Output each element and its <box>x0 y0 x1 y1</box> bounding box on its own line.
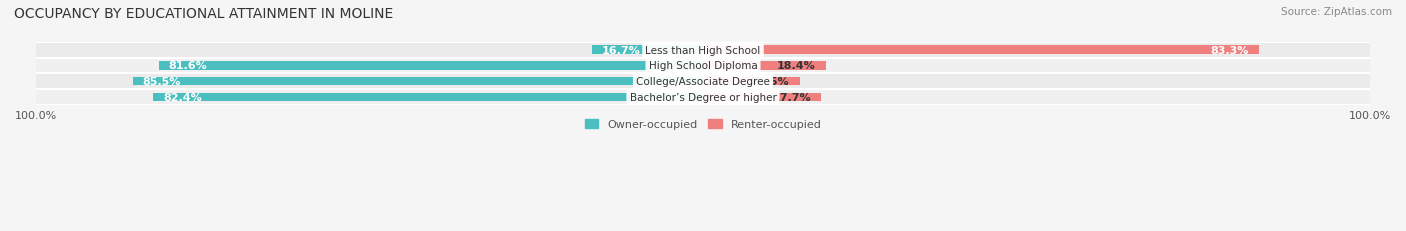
Text: Less than High School: Less than High School <box>645 46 761 55</box>
Text: 17.7%: 17.7% <box>772 92 811 102</box>
Text: 85.5%: 85.5% <box>143 77 181 87</box>
Text: 82.4%: 82.4% <box>163 92 202 102</box>
Bar <box>703 46 1258 55</box>
Bar <box>37 74 1369 90</box>
Bar <box>703 62 825 70</box>
Text: 81.6%: 81.6% <box>169 61 208 71</box>
Bar <box>159 62 703 70</box>
Bar <box>37 90 1369 105</box>
Text: High School Diploma: High School Diploma <box>648 61 758 71</box>
Legend: Owner-occupied, Renter-occupied: Owner-occupied, Renter-occupied <box>581 115 825 134</box>
Text: 16.7%: 16.7% <box>602 46 640 55</box>
Text: 83.3%: 83.3% <box>1211 46 1249 55</box>
Bar <box>132 77 703 86</box>
Bar <box>703 77 800 86</box>
Text: OCCUPANCY BY EDUCATIONAL ATTAINMENT IN MOLINE: OCCUPANCY BY EDUCATIONAL ATTAINMENT IN M… <box>14 7 394 21</box>
Bar <box>592 46 703 55</box>
Bar <box>703 93 821 102</box>
Bar <box>153 93 703 102</box>
Text: 18.4%: 18.4% <box>778 61 815 71</box>
Bar <box>37 58 1369 74</box>
Text: College/Associate Degree: College/Associate Degree <box>636 77 770 87</box>
Text: 14.5%: 14.5% <box>751 77 790 87</box>
Text: Source: ZipAtlas.com: Source: ZipAtlas.com <box>1281 7 1392 17</box>
Text: Bachelor’s Degree or higher: Bachelor’s Degree or higher <box>630 92 776 102</box>
Bar <box>37 43 1369 58</box>
